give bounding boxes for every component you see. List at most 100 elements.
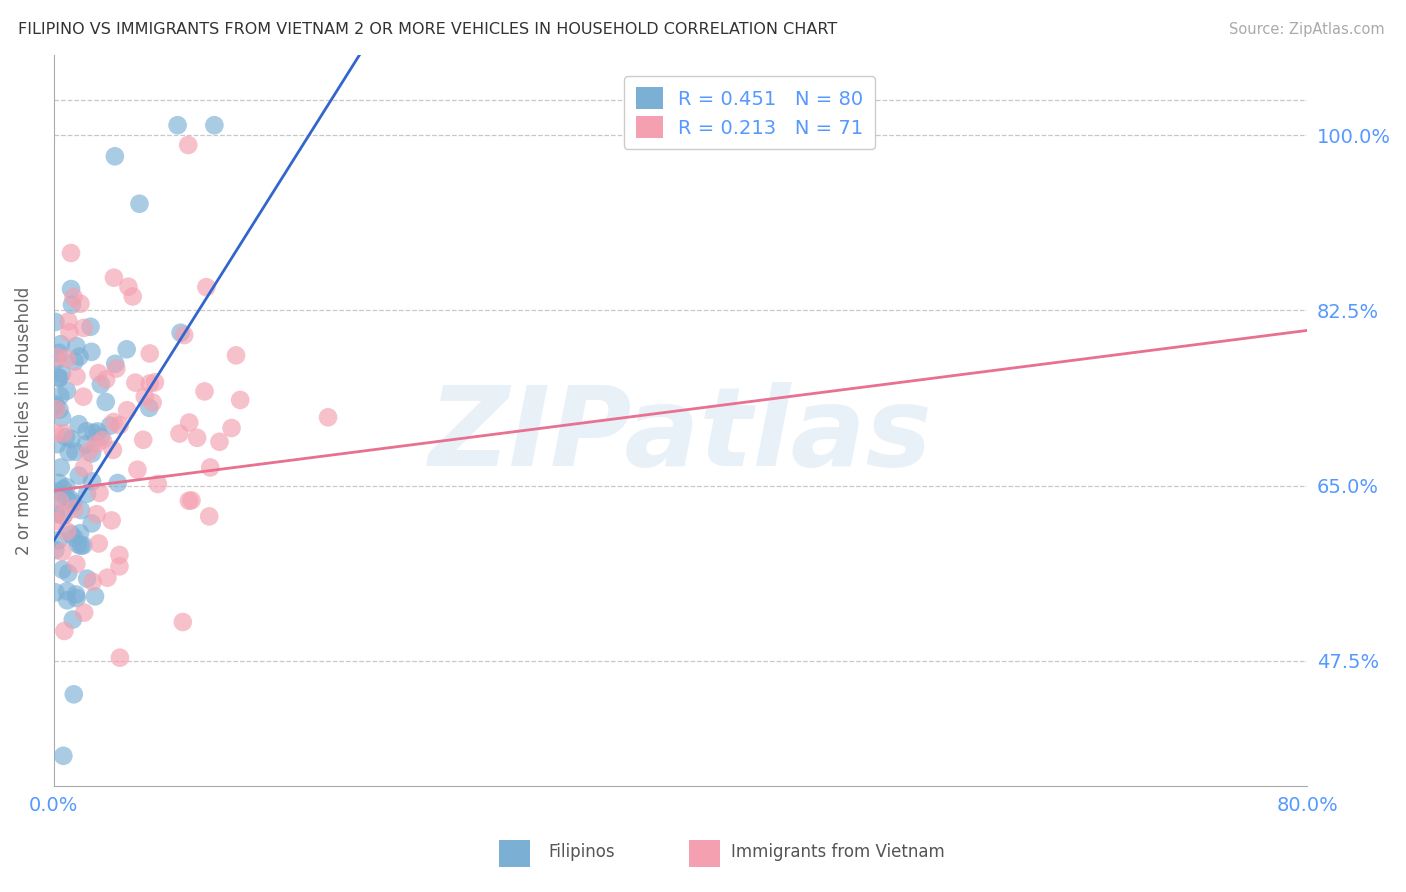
Point <box>44 315 66 329</box>
Point <box>44 585 66 599</box>
Point <box>177 138 200 153</box>
Point <box>87 366 110 380</box>
Point <box>172 615 194 629</box>
Point <box>49 460 72 475</box>
Point <box>51 545 73 559</box>
Point <box>66 591 89 605</box>
Y-axis label: 2 or more Vehicles in Household: 2 or more Vehicles in Household <box>15 286 32 555</box>
Point <box>179 416 201 430</box>
Point <box>63 354 86 368</box>
Point <box>75 437 97 451</box>
Point <box>46 484 69 499</box>
Point <box>53 508 76 522</box>
Point <box>105 361 128 376</box>
Point <box>72 390 94 404</box>
Point <box>48 402 70 417</box>
Point <box>65 444 87 458</box>
Point <box>80 446 103 460</box>
Point <box>44 399 66 413</box>
Point <box>132 433 155 447</box>
Point <box>65 339 87 353</box>
Point <box>208 434 231 449</box>
Point <box>180 493 202 508</box>
Point <box>65 587 87 601</box>
Point <box>55 430 77 444</box>
Point <box>142 395 165 409</box>
Point <box>76 486 98 500</box>
Point <box>52 508 75 523</box>
Point <box>62 687 84 701</box>
Point <box>63 531 86 545</box>
Point <box>52 482 75 496</box>
Point <box>52 426 75 441</box>
Point <box>65 369 87 384</box>
Point <box>103 270 125 285</box>
Point <box>60 282 83 296</box>
Point <box>96 571 118 585</box>
Point <box>72 538 94 552</box>
Point <box>166 118 188 132</box>
Point <box>62 496 84 510</box>
Point <box>73 321 96 335</box>
Point <box>45 507 67 521</box>
Text: Filipinos: Filipinos <box>548 843 614 861</box>
Point <box>44 397 66 411</box>
Point <box>48 346 70 360</box>
Point <box>195 280 218 294</box>
Point <box>225 348 247 362</box>
Point <box>48 370 70 384</box>
Point <box>73 606 96 620</box>
Point <box>98 418 121 433</box>
Point <box>101 442 124 457</box>
Point <box>45 350 67 364</box>
Point <box>316 410 339 425</box>
Point <box>94 372 117 386</box>
Point <box>169 326 191 340</box>
Point <box>51 563 73 577</box>
Point <box>173 328 195 343</box>
Point <box>89 486 111 500</box>
Point <box>138 401 160 415</box>
Point <box>69 296 91 310</box>
Point <box>56 584 79 599</box>
Point <box>62 290 84 304</box>
Point <box>127 463 149 477</box>
Point <box>169 426 191 441</box>
Point <box>229 392 252 407</box>
Point <box>221 421 243 435</box>
Point <box>80 516 103 531</box>
Point <box>46 437 69 451</box>
Point <box>58 314 80 328</box>
Point <box>58 445 80 459</box>
Point <box>186 431 208 445</box>
Point <box>56 593 79 607</box>
Point <box>86 437 108 451</box>
Point <box>49 337 72 351</box>
Point <box>124 376 146 390</box>
Point <box>51 410 73 425</box>
Point <box>80 344 103 359</box>
Point <box>49 389 72 403</box>
Point <box>69 526 91 541</box>
Point <box>63 502 86 516</box>
Point <box>108 559 131 574</box>
Point <box>128 196 150 211</box>
Point <box>90 377 112 392</box>
Point <box>48 371 70 385</box>
Point <box>67 417 90 432</box>
Point <box>115 343 138 357</box>
Text: FILIPINO VS IMMIGRANTS FROM VIETNAM 2 OR MORE VEHICLES IN HOUSEHOLD CORRELATION : FILIPINO VS IMMIGRANTS FROM VIETNAM 2 OR… <box>18 22 838 37</box>
Point <box>65 557 87 571</box>
Point <box>53 624 76 638</box>
Point <box>59 246 82 260</box>
Point <box>108 548 131 562</box>
Point <box>60 298 83 312</box>
Point <box>115 403 138 417</box>
Point <box>87 536 110 550</box>
Point <box>76 424 98 438</box>
Point <box>139 376 162 391</box>
Point <box>67 537 90 551</box>
Point <box>55 480 77 494</box>
Point <box>44 543 66 558</box>
Point <box>121 289 143 303</box>
